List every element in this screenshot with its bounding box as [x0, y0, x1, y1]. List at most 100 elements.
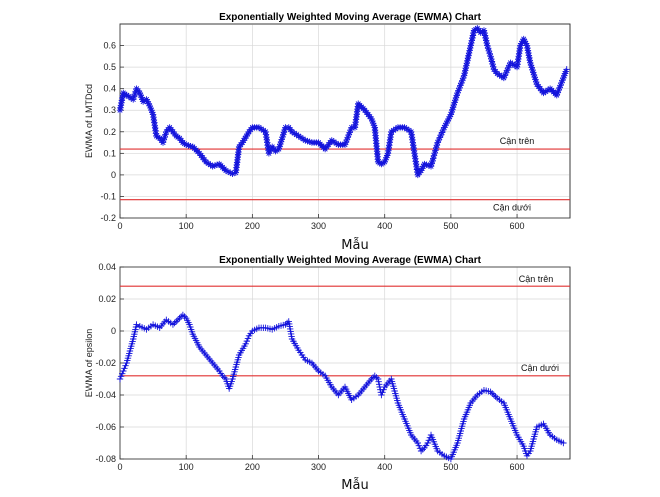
- data-point-marker: [160, 136, 168, 144]
- data-point-marker: [345, 131, 352, 139]
- y-tick-label: -0.1: [100, 191, 116, 201]
- data-point-marker: [505, 64, 512, 72]
- data-point-marker: [202, 158, 210, 166]
- data-point-marker: [490, 63, 497, 70]
- data-point-marker: [446, 113, 453, 120]
- data-point-marker: [470, 29, 477, 37]
- data-point-marker: [392, 125, 399, 133]
- data-point-marker: [132, 88, 139, 95]
- data-point-marker: [531, 73, 538, 81]
- data-point-marker: [146, 102, 153, 110]
- data-point-marker: [488, 55, 495, 63]
- data-point-marker: [435, 136, 442, 144]
- data-point-marker: [456, 84, 463, 92]
- data-point-marker: [279, 133, 286, 141]
- data-point-marker: [213, 161, 221, 169]
- data-point-marker: [275, 145, 283, 153]
- data-point-marker: [383, 152, 391, 159]
- data-point-marker: [486, 50, 493, 57]
- data-point-marker: [554, 89, 561, 96]
- y-tick-label: 0.5: [103, 62, 116, 72]
- data-point-marker: [224, 168, 232, 175]
- data-point-marker: [482, 37, 490, 44]
- data-point-marker: [173, 318, 180, 325]
- data-point-marker: [434, 139, 441, 146]
- data-point-marker: [291, 130, 298, 137]
- data-point-marker: [390, 127, 397, 134]
- data-point-marker: [522, 40, 530, 47]
- data-point-marker: [282, 321, 289, 328]
- data-point-marker: [521, 38, 528, 45]
- data-point-marker: [344, 134, 352, 141]
- data-point-marker: [487, 388, 494, 395]
- data-point-marker: [370, 122, 378, 129]
- data-point-marker: [401, 124, 408, 131]
- data-point-marker: [455, 87, 462, 94]
- data-point-marker: [185, 142, 192, 149]
- y-tick-label: 0.02: [98, 294, 116, 304]
- x-tick-label: 300: [311, 462, 326, 472]
- data-point-marker: [207, 161, 214, 169]
- data-point-marker: [419, 165, 426, 172]
- data-point-marker: [257, 125, 265, 133]
- data-point-marker: [328, 137, 335, 144]
- data-point-marker: [425, 437, 433, 444]
- data-point-marker: [127, 94, 135, 102]
- data-point-marker: [243, 132, 250, 140]
- data-point-marker: [241, 135, 249, 142]
- chart-title: Exponentially Weighted Moving Average (E…: [219, 12, 482, 23]
- data-point-marker: [243, 337, 251, 345]
- data-point-marker: [445, 115, 452, 123]
- data-point-marker: [280, 129, 288, 136]
- data-point-marker: [347, 126, 354, 134]
- data-point-marker: [485, 47, 493, 55]
- data-point-marker: [529, 66, 536, 74]
- data-point-marker: [464, 54, 472, 62]
- data-point-marker: [119, 370, 126, 377]
- data-point-marker: [425, 162, 433, 169]
- data-point-marker: [527, 59, 534, 66]
- data-point-marker: [118, 97, 126, 104]
- data-point-marker: [299, 135, 307, 143]
- data-point-marker: [449, 106, 456, 113]
- data-point-marker: [458, 79, 465, 87]
- data-point-marker: [506, 62, 513, 69]
- data-point-marker: [222, 167, 230, 174]
- data-point-marker: [559, 77, 566, 84]
- data-point-marker: [403, 125, 410, 133]
- data-point-marker: [460, 72, 468, 79]
- data-point-marker: [560, 439, 567, 447]
- data-point-marker: [147, 104, 154, 112]
- x-tick-label: 300: [311, 221, 326, 231]
- y-tick-label: -0.08: [95, 454, 116, 464]
- data-point-marker: [444, 117, 451, 125]
- data-point-marker: [130, 93, 138, 100]
- data-point-marker: [447, 111, 455, 118]
- data-point-marker: [388, 128, 395, 135]
- data-point-marker: [443, 119, 450, 127]
- x-tick-label: 600: [510, 462, 525, 472]
- data-point-marker: [304, 137, 311, 145]
- data-point-marker: [459, 77, 466, 84]
- data-point-marker: [374, 375, 382, 383]
- x-tick-label: 0: [117, 221, 122, 231]
- data-point-marker: [557, 82, 564, 89]
- y-tick-label: 0.2: [103, 127, 116, 137]
- data-point-marker: [462, 64, 469, 72]
- data-point-marker: [553, 91, 560, 99]
- plot-area: [119, 23, 571, 219]
- x-tick-label: 600: [510, 221, 525, 231]
- data-point-marker: [540, 89, 547, 97]
- data-point-marker: [530, 71, 538, 78]
- grid-lines: [119, 24, 570, 219]
- data-point-marker: [417, 167, 425, 174]
- data-point-marker: [558, 79, 565, 87]
- data-point-marker: [526, 54, 533, 62]
- data-point-marker: [561, 72, 568, 79]
- data-point-marker: [297, 134, 305, 141]
- data-point-marker: [436, 134, 444, 141]
- data-point-marker: [449, 104, 457, 111]
- data-point-marker: [500, 74, 508, 82]
- data-point-marker: [281, 126, 288, 134]
